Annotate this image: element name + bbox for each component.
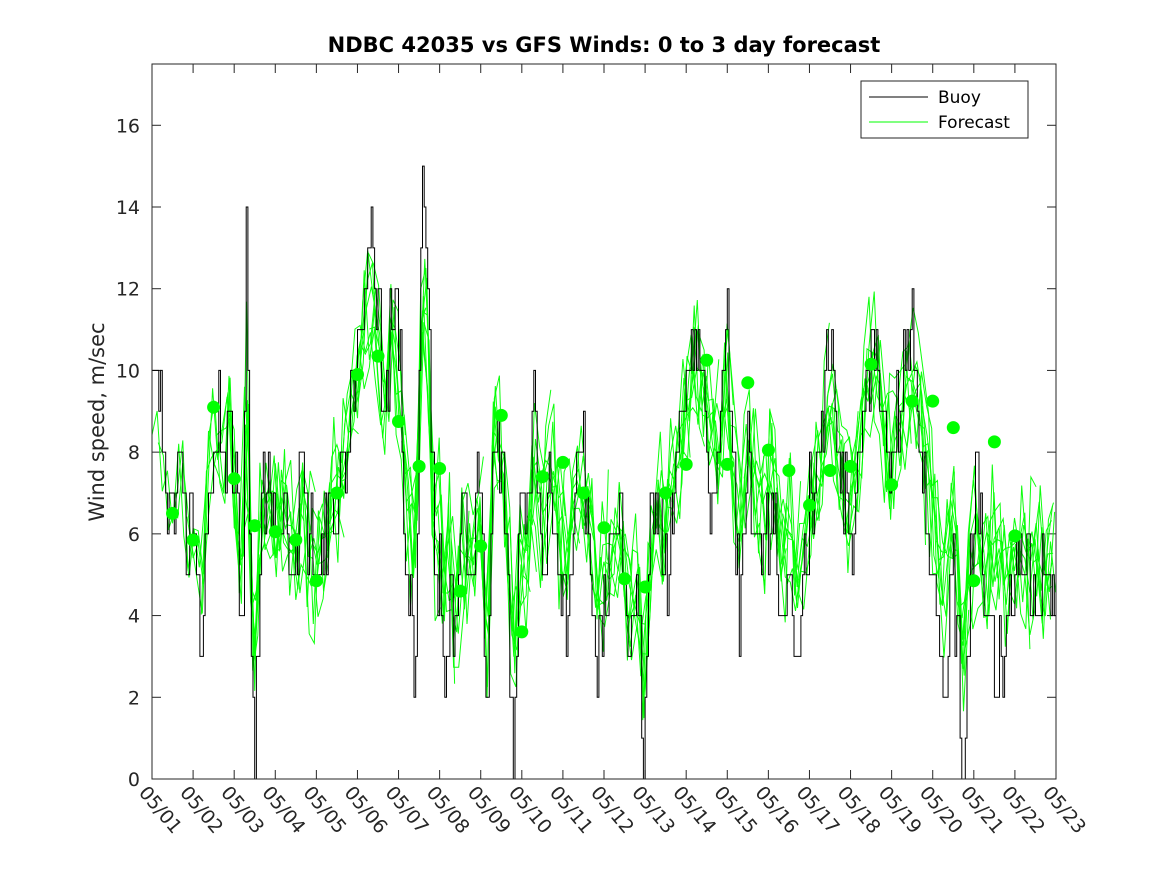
y-tick-label-2: 4 bbox=[128, 606, 140, 628]
y-tick-label-6: 12 bbox=[116, 279, 140, 301]
legend-forecast-label: Forecast bbox=[938, 113, 1010, 133]
forecast-marker-1 bbox=[186, 533, 200, 547]
forecast-marker-8 bbox=[330, 486, 344, 500]
forecast-marker-33 bbox=[844, 459, 857, 473]
y-tick-label-8: 16 bbox=[116, 115, 140, 137]
forecast-marker-28 bbox=[741, 376, 755, 390]
forecast-marker-9 bbox=[351, 368, 364, 381]
forecast-marker-14 bbox=[453, 584, 467, 598]
y-tick-label-7: 14 bbox=[116, 197, 140, 219]
y-tick-label-1: 2 bbox=[128, 687, 140, 709]
forecast-marker-15 bbox=[474, 539, 488, 553]
forecast-marker-19 bbox=[556, 455, 570, 469]
forecast-marker-6 bbox=[289, 533, 303, 547]
forecast-markers bbox=[166, 349, 1022, 639]
forecast-marker-0 bbox=[166, 506, 179, 520]
forecast-marker-39 bbox=[967, 574, 981, 588]
buoy-series bbox=[152, 165, 1057, 780]
forecast-marker-32 bbox=[823, 464, 837, 477]
forecast-marker-26 bbox=[700, 353, 714, 367]
forecast-marker-23 bbox=[638, 580, 652, 594]
legend-buoy-label: Buoy bbox=[938, 88, 981, 108]
legend: Buoy Forecast bbox=[860, 80, 1029, 139]
chart-title: NDBC 42035 vs GFS Winds: 0 to 3 day fore… bbox=[328, 33, 881, 57]
forecast-marker-2 bbox=[207, 400, 221, 414]
forecast-marker-5 bbox=[268, 525, 282, 539]
y-tick-labels: 0 2 4 6 8 10 12 14 16 bbox=[116, 115, 140, 791]
forecast-marker-40 bbox=[987, 435, 1001, 449]
plot-frame bbox=[151, 63, 1057, 780]
forecast-marker-22 bbox=[618, 572, 631, 586]
y-tick-label-4: 8 bbox=[128, 442, 140, 464]
forecast-marker-24 bbox=[659, 486, 673, 500]
forecast-marker-17 bbox=[515, 625, 529, 639]
forecast-marker-41 bbox=[1008, 529, 1022, 543]
y-tick-label-3: 6 bbox=[128, 524, 140, 546]
buoy-line bbox=[152, 165, 1057, 780]
forecast-marker-35 bbox=[885, 478, 899, 492]
forecast-marker-4 bbox=[248, 519, 262, 533]
forecast-marker-20 bbox=[577, 486, 590, 500]
forecast-marker-29 bbox=[761, 443, 775, 457]
forecast-marker-36 bbox=[905, 394, 919, 408]
y-tick-label-0: 0 bbox=[128, 769, 140, 791]
forecast-marker-34 bbox=[864, 357, 878, 371]
forecast-marker-25 bbox=[679, 457, 693, 471]
forecast-marker-38 bbox=[946, 421, 960, 435]
y-axis-label: Wind speed, m/sec bbox=[85, 322, 109, 521]
legend-box bbox=[860, 80, 1029, 139]
forecast-marker-21 bbox=[597, 521, 611, 535]
forecast-marker-3 bbox=[227, 472, 241, 486]
forecast-marker-7 bbox=[309, 574, 323, 588]
y-tick-label-5: 10 bbox=[116, 360, 140, 382]
forecast-marker-13 bbox=[433, 462, 447, 475]
forecast-marker-31 bbox=[803, 498, 816, 512]
forecast-run-7 bbox=[244, 250, 1057, 687]
forecast-marker-18 bbox=[535, 470, 549, 484]
forecast-marker-37 bbox=[926, 394, 940, 408]
forecast-marker-11 bbox=[392, 415, 405, 428]
forecast-marker-10 bbox=[371, 349, 385, 363]
forecast-marker-12 bbox=[412, 459, 426, 473]
forecast-marker-16 bbox=[494, 408, 508, 422]
forecast-marker-27 bbox=[720, 457, 734, 471]
forecast-marker-30 bbox=[782, 464, 796, 477]
